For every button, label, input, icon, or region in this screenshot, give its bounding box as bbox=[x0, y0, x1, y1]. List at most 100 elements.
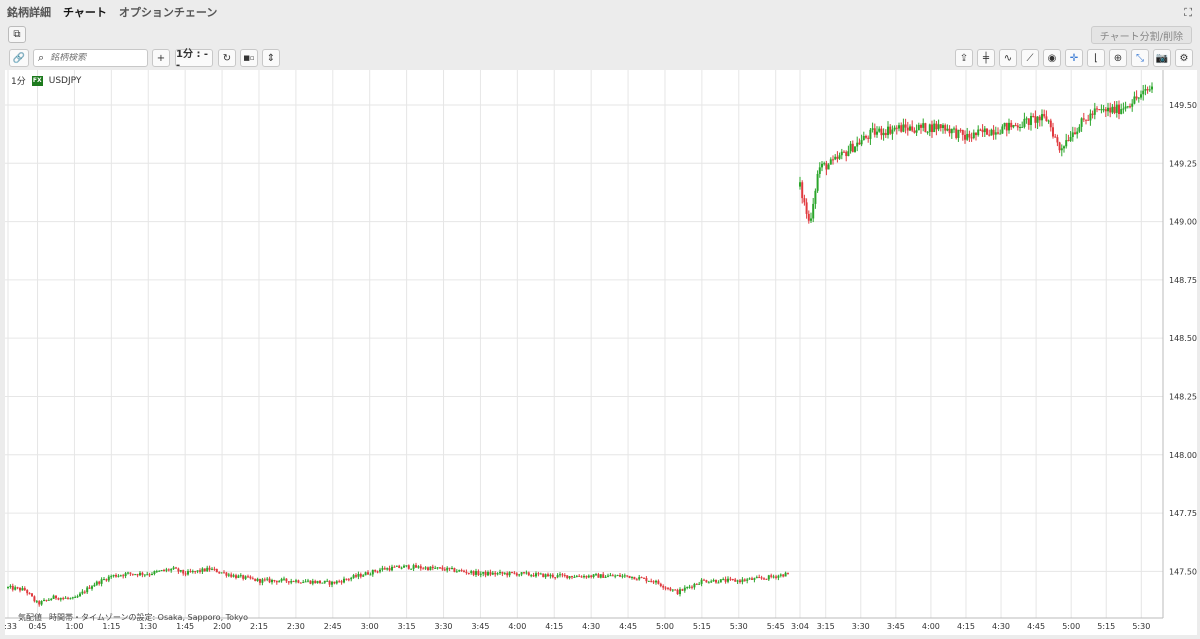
candle-body bbox=[818, 167, 821, 174]
x-tick-label: 2:15 bbox=[250, 622, 268, 631]
search-input[interactable] bbox=[50, 53, 136, 63]
candle-body bbox=[590, 575, 593, 577]
candle-body bbox=[251, 578, 254, 580]
candle-body bbox=[571, 576, 573, 578]
candle-body bbox=[458, 570, 461, 572]
candle-body bbox=[1115, 104, 1118, 113]
candle-body bbox=[597, 574, 600, 578]
candle-body bbox=[547, 574, 549, 577]
candle-body bbox=[359, 573, 362, 577]
candle-body bbox=[544, 574, 547, 578]
candle-body bbox=[38, 601, 41, 605]
eye-icon[interactable]: ◉ bbox=[1043, 49, 1061, 67]
axis-icon[interactable]: ⌊ bbox=[1087, 49, 1105, 67]
draw-line-icon[interactable]: ⟋ bbox=[1021, 49, 1039, 67]
x-tick-label: 4:15 bbox=[957, 622, 975, 631]
refresh-icon[interactable]: ↻ bbox=[218, 49, 236, 67]
candle-body bbox=[1135, 96, 1138, 99]
tab-details[interactable]: 銘柄詳細 bbox=[7, 6, 51, 19]
candle-body bbox=[755, 577, 758, 579]
share-icon[interactable]: ⇪ bbox=[955, 49, 973, 67]
candle-body bbox=[95, 581, 98, 585]
candle-body bbox=[1047, 120, 1050, 122]
candle-body bbox=[299, 582, 302, 584]
link-icon[interactable]: 🔗 bbox=[9, 49, 29, 67]
candle-body bbox=[847, 151, 850, 157]
candle-body bbox=[215, 568, 218, 573]
candle-body bbox=[398, 565, 401, 568]
tab-option-chain[interactable]: オプションチェーン bbox=[118, 6, 218, 19]
candle-body bbox=[667, 587, 669, 589]
candle-body bbox=[1052, 127, 1054, 137]
candle-body bbox=[55, 595, 57, 599]
candle-body bbox=[911, 126, 914, 131]
candle-body bbox=[227, 574, 230, 576]
chart-split-button[interactable]: チャート分割/削除 bbox=[1090, 26, 1192, 44]
candle-body bbox=[201, 568, 204, 572]
candle-body bbox=[124, 573, 127, 577]
candle-body bbox=[906, 127, 909, 131]
candle-body bbox=[280, 578, 283, 582]
candle-body bbox=[695, 583, 698, 585]
scale-icon[interactable]: ⇕ bbox=[262, 49, 280, 67]
candle-body bbox=[218, 572, 221, 574]
candle-body bbox=[1100, 109, 1103, 111]
chart-area[interactable]: 0:33 0:45 1:00 1:15 1:30 1:45 2:00 2:15 2:30 2:45… bbox=[0, 70, 1200, 635]
add-symbol-button[interactable]: + bbox=[152, 49, 170, 67]
candle-body bbox=[898, 125, 900, 129]
x-tick-label: 3:30 bbox=[852, 622, 870, 631]
crosshair-icon[interactable]: ✛ bbox=[1065, 49, 1083, 67]
candle-body bbox=[446, 567, 449, 571]
x-tick-label: 4:15 bbox=[545, 622, 563, 631]
candle-body bbox=[355, 575, 357, 577]
candle-body bbox=[700, 579, 703, 584]
candle-body bbox=[1069, 137, 1072, 141]
candle-body bbox=[83, 591, 86, 593]
candle-body bbox=[26, 590, 29, 594]
candle-body bbox=[607, 575, 609, 577]
candle-body bbox=[9, 585, 12, 588]
price-chart[interactable]: 0:33 0:45 1:00 1:15 1:30 1:45 2:00 2:15 2:30 2:45… bbox=[0, 70, 1200, 635]
candle-body bbox=[381, 568, 384, 570]
candle-body bbox=[782, 574, 785, 577]
candle-body bbox=[230, 574, 233, 577]
candle-body bbox=[31, 593, 33, 597]
x-tick-label: 1:15 bbox=[102, 622, 120, 631]
candle-body bbox=[829, 159, 832, 165]
candle-body bbox=[1001, 126, 1004, 134]
candle-body bbox=[239, 575, 242, 577]
x-tick-label: 5:15 bbox=[1097, 622, 1115, 631]
candlestick-icon[interactable]: ╪ bbox=[977, 49, 995, 67]
y-tick-label: 148.000 bbox=[1169, 451, 1197, 460]
interval-select[interactable]: 1分 : - - bbox=[175, 49, 213, 71]
symbol-name: USDJPY bbox=[48, 75, 82, 86]
camera-icon[interactable]: 📷 bbox=[1153, 49, 1171, 67]
settings-icon[interactable]: ⚙ bbox=[1175, 49, 1193, 67]
candle-body bbox=[52, 595, 55, 599]
candle-body bbox=[117, 575, 120, 577]
indicator-icon[interactable]: ∿ bbox=[999, 49, 1017, 67]
candle-body bbox=[235, 575, 237, 578]
popout-icon[interactable]: ⧉ bbox=[8, 26, 26, 43]
candle-body bbox=[148, 574, 151, 576]
zoom-icon[interactable]: ⊕ bbox=[1109, 49, 1127, 67]
candle-body bbox=[1080, 118, 1083, 127]
candle-body bbox=[311, 580, 314, 584]
fullscreen-icon[interactable]: ⛶ bbox=[1184, 6, 1192, 19]
candle-body bbox=[535, 573, 537, 577]
symbol-search[interactable]: ⌕ bbox=[33, 49, 148, 67]
candle-body bbox=[604, 576, 607, 578]
secondary-bar: ⧉ チャート分割/削除 bbox=[0, 24, 1200, 46]
candle-body bbox=[729, 578, 732, 580]
compare-icon[interactable]: ■▫ bbox=[240, 49, 258, 67]
fit-icon[interactable]: ⤡ bbox=[1131, 49, 1149, 67]
candle-body bbox=[710, 581, 713, 583]
candle-body bbox=[563, 575, 566, 577]
candle-body bbox=[74, 597, 77, 599]
candle-body bbox=[371, 569, 374, 575]
candle-body bbox=[436, 567, 439, 569]
candle-body bbox=[451, 568, 453, 570]
tab-chart[interactable]: チャート bbox=[63, 6, 107, 19]
candle-body bbox=[787, 572, 789, 574]
candle-body bbox=[386, 568, 389, 570]
